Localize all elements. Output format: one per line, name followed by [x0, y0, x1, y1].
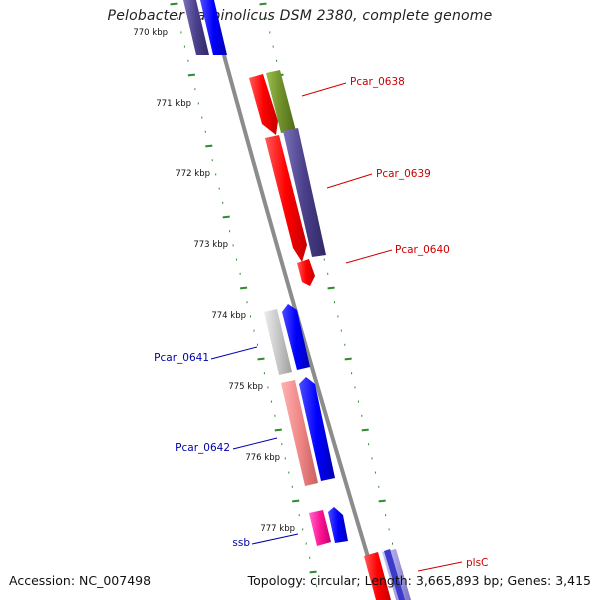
major-tick	[327, 286, 335, 290]
gene-feature-pcar-0641-b[interactable]	[282, 304, 310, 370]
gene-feature-pcar-0642-b[interactable]	[299, 377, 335, 481]
gene-label-ssb[interactable]: ssb	[232, 537, 250, 549]
gene-feature-ssb[interactable]	[309, 510, 331, 546]
major-tick	[361, 428, 369, 432]
accession-text: Accession: NC_007498	[9, 573, 152, 588]
scale-label: 773 kbp	[193, 240, 228, 250]
gene-feature-pcar-0639[interactable]	[265, 135, 307, 262]
scale-label: 777 kbp	[260, 524, 295, 534]
major-tick	[187, 73, 196, 77]
gene-feature-pcar-0641[interactable]	[264, 309, 292, 375]
leader-line-pcar-0641	[210, 346, 258, 360]
leader-line-pcar-0642	[232, 437, 278, 450]
gene-feature[interactable]	[384, 549, 405, 600]
major-tick	[222, 215, 230, 219]
gene-feature-pcar-0639-b[interactable]	[283, 128, 326, 257]
gene-features	[183, 0, 411, 600]
gene-labels: Pcar_0638 Pcar_0639 Pcar_0640 Pcar_0641 …	[154, 76, 488, 569]
leader-line-ssb	[251, 533, 299, 545]
scale-label: 770 kbp	[133, 28, 168, 38]
scale-label: 775 kbp	[228, 382, 263, 392]
leader-line-pcar-0638	[301, 82, 347, 97]
scale-label: 776 kbp	[245, 453, 280, 463]
major-tick	[309, 570, 317, 574]
major-tick	[292, 499, 300, 503]
gene-feature[interactable]	[183, 0, 209, 55]
gene-feature-pcar-0642[interactable]	[281, 380, 318, 486]
major-tick	[170, 2, 178, 6]
major-tick	[274, 428, 282, 432]
genome-backbone	[207, 0, 383, 600]
scale-label: 772 kbp	[175, 169, 210, 179]
scale-label: 771 kbp	[156, 99, 191, 109]
major-tick	[344, 357, 352, 361]
gene-label-pcar-0642[interactable]: Pcar_0642	[175, 442, 230, 454]
tick-track-left	[170, 2, 318, 588]
major-tick	[257, 357, 265, 361]
major-tick	[378, 499, 386, 503]
genome-summary-text: Topology: circular; Length: 3,665,893 bp…	[247, 573, 591, 588]
gene-feature-pcar-0640[interactable]	[297, 259, 315, 286]
gene-feature-pcar-0638-a[interactable]	[249, 74, 278, 135]
major-tick	[259, 2, 267, 6]
gene-label-pcar-0641[interactable]: Pcar_0641	[154, 352, 209, 364]
leader-line-pcar-0639	[326, 173, 373, 189]
leader-line-pcar-0640	[345, 249, 393, 264]
gene-label-pcar-0640[interactable]: Pcar_0640	[395, 244, 450, 256]
gene-feature-plsc[interactable]	[364, 552, 391, 600]
leader-lines	[210, 82, 463, 572]
leader-line-plsc	[417, 561, 463, 572]
gene-feature-ssb-b[interactable]	[328, 507, 348, 543]
major-tick	[239, 286, 248, 290]
major-tick	[205, 144, 213, 148]
gene-feature-pcar-0638-b[interactable]	[266, 70, 296, 133]
scale-labels: 770 kbp 771 kbp 772 kbp 773 kbp 774 kbp …	[133, 28, 295, 534]
gene-label-pcar-0639[interactable]: Pcar_0639	[376, 168, 431, 180]
gene-label-plsc[interactable]: plsC	[466, 557, 488, 569]
gene-feature[interactable]	[200, 0, 227, 55]
gene-label-pcar-0638[interactable]: Pcar_0638	[350, 76, 405, 88]
scale-label: 774 kbp	[211, 311, 246, 321]
